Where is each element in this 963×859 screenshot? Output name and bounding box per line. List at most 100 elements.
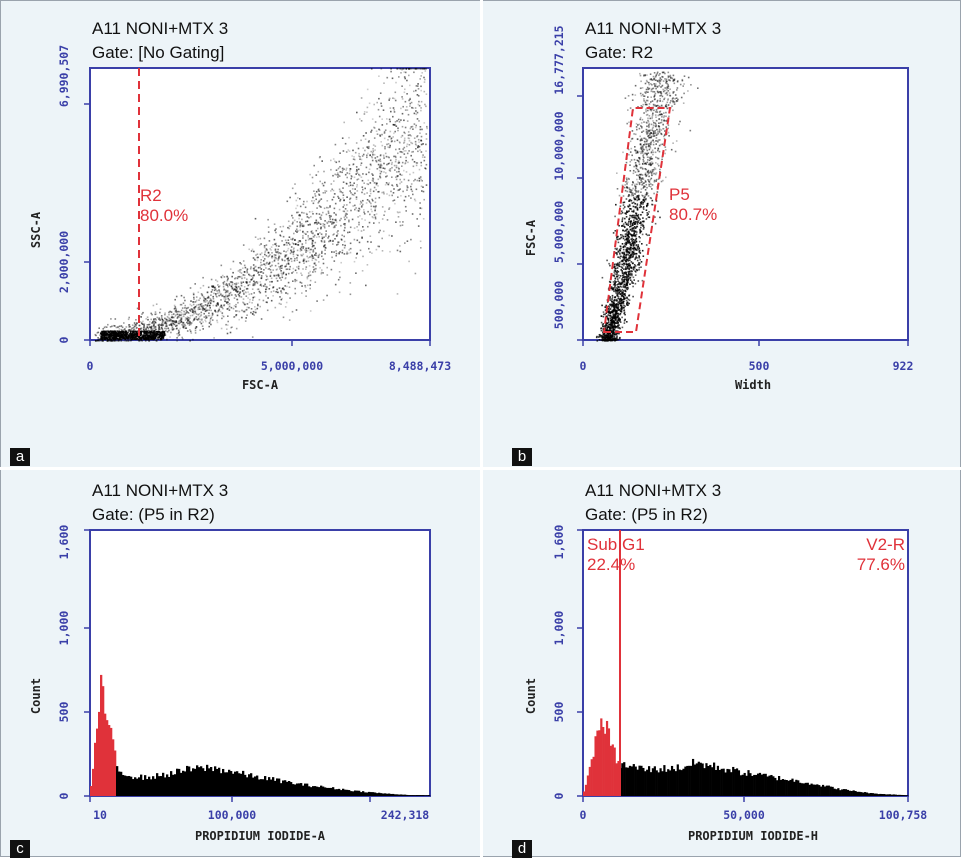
event-point xyxy=(199,318,201,321)
event-point xyxy=(344,208,347,210)
event-point xyxy=(205,315,207,317)
event-point xyxy=(218,286,220,288)
event-point xyxy=(647,213,649,215)
event-point xyxy=(98,327,100,329)
event-point xyxy=(158,317,160,319)
event-point xyxy=(211,300,213,302)
event-point xyxy=(619,237,622,240)
event-point xyxy=(629,189,632,191)
event-point xyxy=(641,139,643,141)
event-point xyxy=(625,268,627,270)
event-point xyxy=(215,294,217,297)
event-point xyxy=(288,259,290,262)
event-point xyxy=(663,119,665,121)
event-point xyxy=(379,164,381,167)
event-point xyxy=(409,127,412,130)
event-point xyxy=(349,242,352,245)
event-point xyxy=(259,266,261,269)
event-point xyxy=(635,196,638,198)
event-point xyxy=(206,297,209,299)
event-point xyxy=(298,217,300,220)
event-point xyxy=(246,270,248,272)
event-point xyxy=(355,198,358,200)
event-point xyxy=(354,208,356,211)
event-point xyxy=(128,333,130,335)
event-point xyxy=(420,161,422,164)
event-point xyxy=(339,166,341,168)
event-point xyxy=(401,151,404,154)
event-point xyxy=(632,227,635,230)
event-point xyxy=(622,302,625,305)
event-point xyxy=(144,335,146,338)
event-point xyxy=(649,136,651,139)
event-point xyxy=(140,337,143,340)
event-point xyxy=(279,277,281,279)
event-point xyxy=(347,231,349,234)
event-point xyxy=(612,232,615,234)
event-point xyxy=(222,285,225,288)
event-point xyxy=(617,289,619,292)
event-point xyxy=(604,306,606,308)
event-point xyxy=(643,185,645,188)
event-point xyxy=(652,139,654,141)
event-point xyxy=(667,85,670,88)
event-point xyxy=(423,198,425,201)
event-point xyxy=(209,300,211,302)
event-point xyxy=(667,83,669,86)
event-point xyxy=(370,155,373,158)
event-point xyxy=(254,308,257,311)
event-point xyxy=(343,240,346,243)
event-point xyxy=(368,168,371,170)
event-point xyxy=(271,261,274,263)
event-point xyxy=(348,136,350,139)
event-point xyxy=(193,312,195,315)
event-point xyxy=(141,323,144,325)
event-point xyxy=(331,256,333,259)
event-point xyxy=(651,116,654,118)
event-point xyxy=(641,152,644,154)
event-point xyxy=(665,105,668,108)
event-point xyxy=(318,194,321,196)
event-point xyxy=(394,202,396,205)
event-point xyxy=(175,325,177,327)
event-point xyxy=(354,151,357,154)
event-point xyxy=(306,220,309,222)
event-point xyxy=(412,165,415,168)
event-point xyxy=(277,258,280,260)
event-point xyxy=(243,303,246,306)
event-point xyxy=(631,224,634,226)
event-point xyxy=(288,236,291,238)
event-point xyxy=(153,318,155,320)
event-point xyxy=(128,324,130,326)
event-point xyxy=(143,329,145,332)
event-point xyxy=(407,179,410,182)
event-point xyxy=(176,317,179,319)
event-point xyxy=(602,328,605,331)
event-point xyxy=(657,149,659,152)
event-point xyxy=(645,168,647,171)
event-point xyxy=(198,313,201,315)
event-point xyxy=(414,272,417,275)
event-point xyxy=(624,313,626,316)
event-point xyxy=(661,84,664,87)
event-point xyxy=(290,249,292,252)
event-point xyxy=(634,185,637,188)
event-point xyxy=(337,230,339,232)
event-point xyxy=(144,330,147,333)
event-point xyxy=(301,223,303,225)
event-point xyxy=(186,307,188,310)
event-point xyxy=(615,286,617,289)
event-point xyxy=(410,238,412,241)
event-point xyxy=(661,143,664,146)
event-point xyxy=(350,209,352,212)
event-point xyxy=(637,174,640,177)
event-point xyxy=(683,75,686,77)
event-point xyxy=(322,184,325,187)
event-point xyxy=(138,340,140,342)
event-point xyxy=(616,247,618,250)
event-point xyxy=(160,315,163,317)
event-point xyxy=(625,198,628,200)
event-point xyxy=(175,309,177,312)
event-point xyxy=(250,311,252,314)
panel-a-xtick-0: 0 xyxy=(87,359,94,373)
